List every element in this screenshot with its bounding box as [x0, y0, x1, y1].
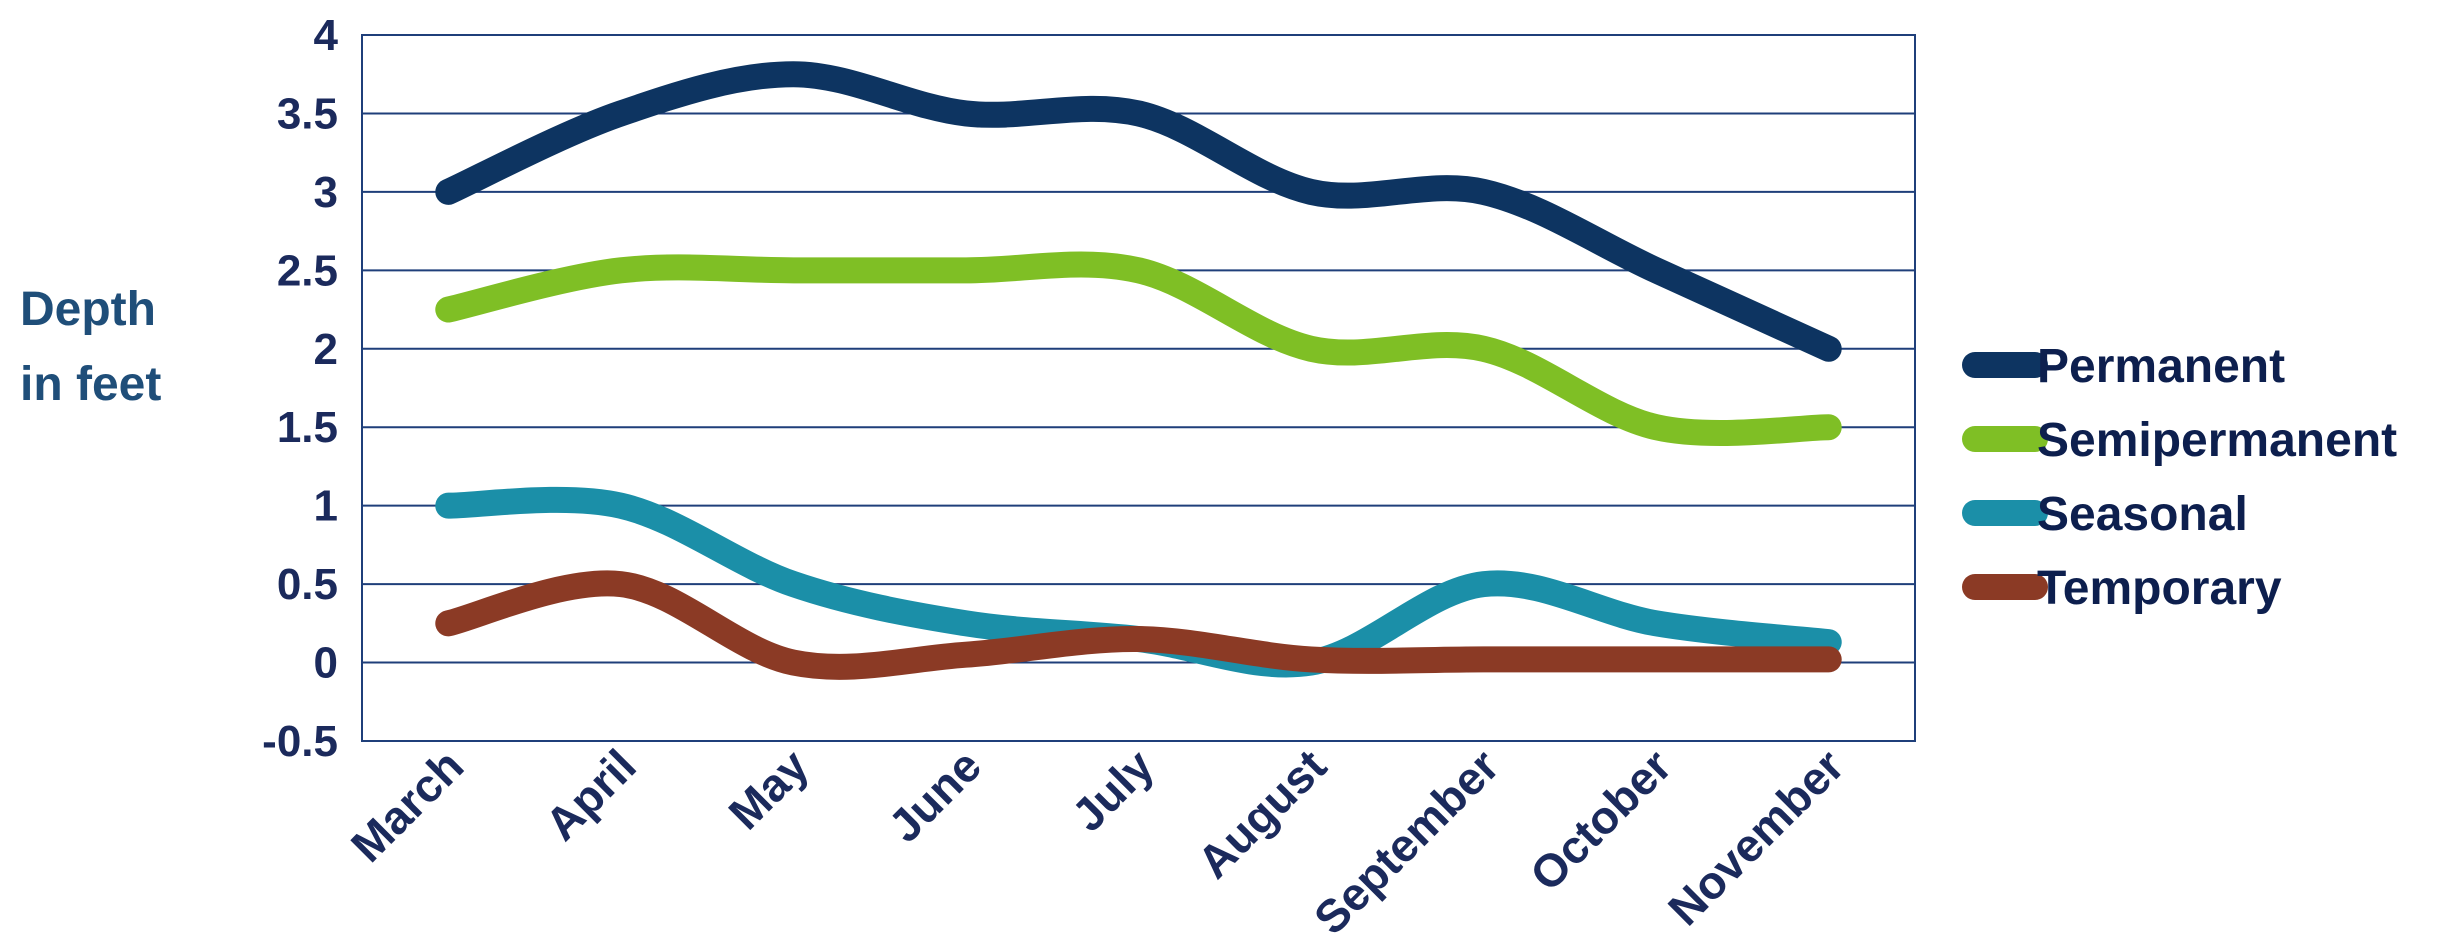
y-tick-label: 1 — [314, 482, 338, 531]
y-axis-ticks: 4 3.5 3 2.5 2 1.5 1 0.5 0 -0.5 — [262, 11, 338, 766]
x-tick-label: July — [1062, 739, 1164, 841]
series-line-semipermanent — [435, 251, 1842, 447]
legend-label-permanent: Permanent — [2037, 340, 2285, 393]
y-axis-label-line-1: Depth — [20, 283, 156, 336]
x-tick-label: May — [718, 739, 818, 839]
y-tick-label: 0 — [314, 639, 338, 688]
x-tick-label: September — [1304, 739, 1509, 944]
series-lines — [435, 61, 1842, 680]
legend: Permanent Semipermanent Seasonal Temporary — [1962, 340, 2397, 615]
series-line-temporary — [435, 570, 1842, 680]
x-tick-label: March — [341, 739, 474, 872]
y-tick-label: -0.5 — [262, 717, 338, 766]
y-tick-label: 3 — [314, 168, 338, 217]
y-axis-label-line-2: in feet — [20, 358, 161, 411]
y-axis-label: Depth in feet — [20, 283, 161, 411]
x-tick-label: August — [1187, 739, 1336, 888]
series-line-permanent — [435, 61, 1842, 362]
legend-label-semipermanent: Semipermanent — [2037, 414, 2397, 467]
legend-label-seasonal: Seasonal — [2037, 488, 2248, 541]
y-tick-label: 0.5 — [277, 560, 338, 609]
x-tick-label: November — [1658, 739, 1854, 935]
legend-label-temporary: Temporary — [2037, 562, 2282, 615]
y-tick-label: 4 — [314, 11, 339, 60]
plot-frame — [361, 34, 1916, 742]
x-tick-label: June — [878, 739, 991, 852]
x-tick-label: April — [535, 739, 646, 850]
y-tick-label: 2 — [314, 325, 338, 374]
y-tick-label: 2.5 — [277, 246, 338, 295]
x-tick-label: October — [1520, 739, 1682, 901]
y-tick-label: 1.5 — [277, 403, 338, 452]
y-tick-label: 3.5 — [277, 89, 338, 138]
